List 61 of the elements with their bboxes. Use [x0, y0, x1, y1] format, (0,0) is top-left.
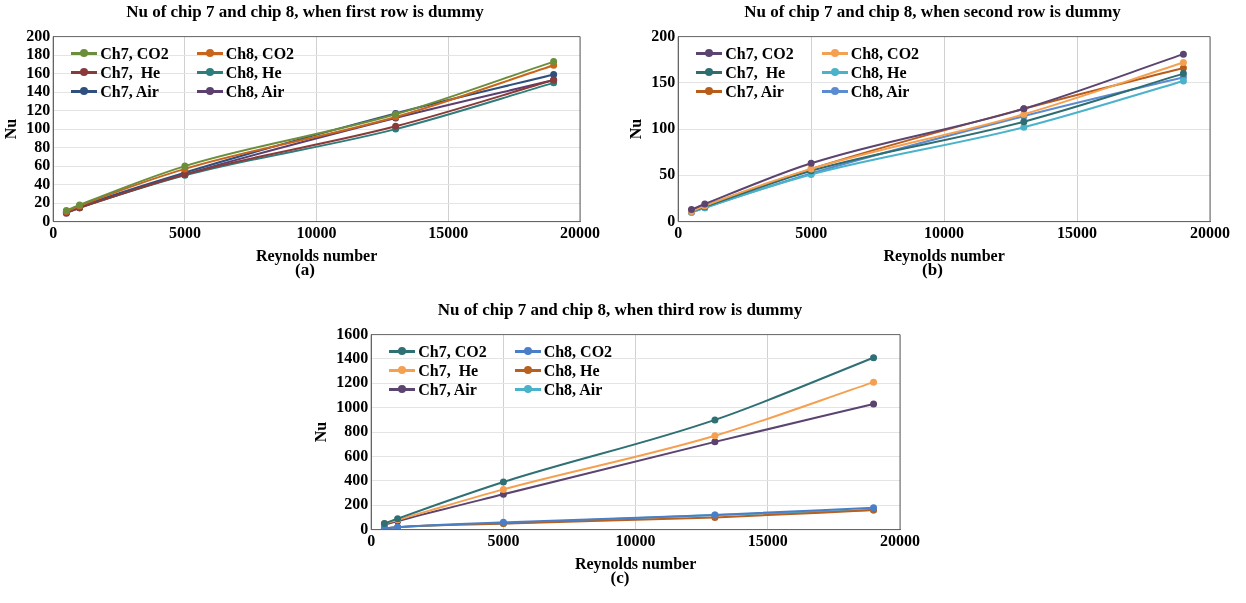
y-tick-label: 50 [659, 165, 676, 183]
y-tick-label: 400 [344, 470, 369, 488]
legend-label: Ch7, CO2 [725, 44, 794, 63]
x-tick-label: 20000 [1190, 224, 1230, 242]
legend-label: Ch7, Air [725, 82, 784, 101]
y-axis-title: Nu [626, 118, 644, 140]
x-tick-label: 15000 [1057, 224, 1098, 242]
legend-label: Ch8, CO2 [225, 44, 295, 63]
chart-title: Nu of chip 7 and chip 8, when first row is dummy [125, 2, 485, 22]
y-tick-label: 200 [26, 26, 51, 44]
chart-title: Nu of chip 7 and chip 8, when third row is dummy [436, 300, 804, 320]
x-tick-label: 5000 [168, 224, 201, 242]
legend-label: Ch7, CO2 [100, 44, 169, 63]
y-tick-label: 20 [34, 193, 51, 211]
legend-label: Ch8, Air [850, 82, 910, 101]
legend-label: Ch8, Air [543, 380, 603, 399]
legend-label: Ch7, He [100, 63, 161, 82]
y-tick-label: 0 [42, 211, 51, 229]
y-tick-label: 0 [360, 519, 369, 537]
y-tick-label: 0 [667, 211, 676, 229]
y-tick-label: 180 [26, 45, 51, 63]
x-tick-label: 20000 [560, 224, 600, 242]
legend-label: Ch8, He [543, 361, 600, 380]
y-tick-label: 140 [26, 82, 51, 100]
legend-label: Ch7, Air [100, 82, 159, 101]
x-tick-label: 5000 [795, 224, 828, 242]
legend-label: Ch8, Air [225, 82, 285, 101]
legend-label: Ch8, He [225, 63, 282, 82]
y-axis-title: Nu [311, 421, 329, 443]
legend-label: Ch7, Air [418, 380, 477, 399]
y-tick-label: 600 [344, 446, 369, 464]
y-tick-label: 120 [26, 100, 51, 118]
y-tick-label: 100 [26, 119, 51, 137]
y-tick-label: 1600 [336, 324, 369, 342]
y-tick-label: 800 [344, 422, 369, 440]
x-tick-label: 10000 [615, 532, 656, 550]
x-tick-label: 15000 [747, 532, 788, 550]
y-tick-label: 150 [651, 72, 676, 90]
y-tick-label: 200 [344, 495, 369, 513]
y-tick-label: 40 [34, 174, 51, 192]
legend-label: Ch7, He [418, 361, 479, 380]
y-tick-label: 1400 [336, 349, 369, 367]
y-tick-label: 60 [34, 156, 51, 174]
x-tick-label: 10000 [924, 224, 965, 242]
y-tick-label: 100 [651, 119, 676, 137]
y-tick-label: 1000 [336, 397, 369, 415]
y-tick-label: 80 [34, 137, 51, 155]
x-tick-label: 10000 [296, 224, 337, 242]
x-tick-label: 20000 [880, 532, 920, 550]
y-tick-label: 1200 [336, 373, 369, 391]
y-axis-title: Nu [1, 118, 19, 140]
y-tick-label: 160 [26, 63, 51, 81]
legend-label: Ch7, CO2 [418, 342, 487, 361]
legend-label: Ch7, He [725, 63, 786, 82]
legend-label: Ch8, CO2 [543, 342, 613, 361]
y-tick-label: 200 [651, 26, 676, 44]
x-tick-label: 15000 [428, 224, 469, 242]
x-tick-label: 5000 [487, 532, 520, 550]
chart-title: Nu of chip 7 and chip 8, when second row is dummy [743, 2, 1122, 22]
legend-label: Ch8, He [850, 63, 907, 82]
legend-label: Ch8, CO2 [850, 44, 920, 63]
